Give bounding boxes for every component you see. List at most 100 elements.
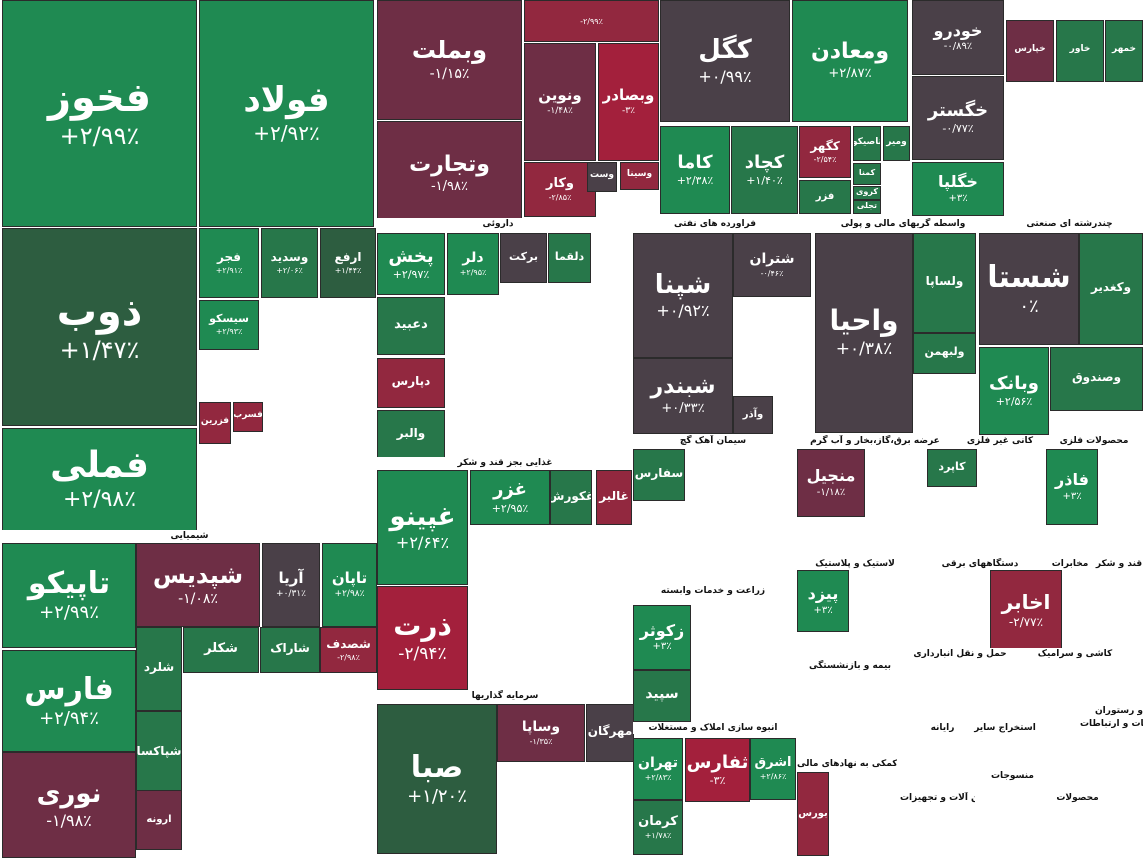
treemap-tile[interactable]: وکغدیر (1079, 233, 1143, 345)
treemap-tile[interactable]: ونوین -۱/۴۸٪ (524, 43, 596, 161)
treemap-tile[interactable]: فجر +۲/۹۱٪ (199, 228, 259, 298)
treemap-tile[interactable]: ولبهمن (913, 333, 976, 374)
treemap-tile[interactable]: شاراک (260, 627, 320, 673)
treemap-tile[interactable]: تاپان +۲/۹۸٪ (322, 543, 377, 627)
treemap-tile[interactable]: اشرق +۲/۸۶٪ (750, 738, 796, 800)
tile-change: -۲/۹۹٪ (580, 17, 603, 27)
treemap-tile[interactable]: غالبر (596, 470, 632, 525)
treemap-tile[interactable]: کاپرد (927, 449, 977, 487)
treemap-tile[interactable]: فخوز +۲/۹۹٪ (2, 0, 197, 227)
treemap-tile[interactable]: شپنا +۰/۹۲٪ (633, 233, 733, 358)
treemap-tile[interactable]: خگلپا +۳٪ (912, 162, 1004, 216)
tile-change: +۲/۸۳٪ (644, 772, 672, 782)
treemap-tile[interactable]: وبصادر -۳٪ (598, 43, 659, 161)
treemap-tile[interactable]: وبملت -۱/۱۵٪ (377, 0, 522, 120)
treemap-tile[interactable]: ثفارس -۳٪ (685, 738, 750, 802)
tile-symbol: تاصیکو (853, 136, 881, 147)
treemap-tile[interactable]: واحیا +۰/۳۸٪ (815, 233, 913, 433)
treemap-tile[interactable]: شصدف -۲/۹۸٪ (320, 627, 377, 673)
treemap-tile[interactable]: ومیر (883, 126, 910, 161)
treemap-tile[interactable]: برکت (500, 233, 547, 283)
treemap-tile[interactable]: خگستر -۰/۷۷٪ (912, 76, 1004, 160)
treemap-tile[interactable]: کمنا (853, 163, 881, 185)
treemap-tile[interactable]: وکار -۲/۸۵٪ (524, 162, 596, 217)
treemap-tile[interactable]: پخش +۲/۹۷٪ (377, 233, 445, 295)
treemap-tile[interactable]: دعبید (377, 297, 445, 355)
tile-change: -۰/۴۶٪ (760, 268, 784, 278)
treemap-tile[interactable]: مهرگان (586, 704, 634, 762)
treemap-tile[interactable]: غزر +۲/۹۵٪ (470, 470, 550, 525)
treemap-tile[interactable]: وبانک +۲/۵۶٪ (979, 347, 1049, 435)
treemap-tile[interactable]: دپارس (377, 358, 445, 408)
treemap-tile[interactable]: زکوثر +۳٪ (633, 605, 691, 670)
treemap-tile[interactable]: وسدید +۲/۰۶٪ (261, 228, 318, 298)
treemap-tile[interactable]: فارس +۲/۹۴٪ (2, 650, 136, 752)
tile-change: +۲/۹۹٪ (59, 122, 140, 151)
treemap-tile[interactable]: شکلر (183, 627, 259, 673)
treemap-tile[interactable]: کگل +۰/۹۹٪ (660, 0, 790, 122)
treemap-tile[interactable]: فملی +۲/۹۸٪ (2, 428, 197, 531)
treemap-tile[interactable]: غکورش (550, 470, 592, 525)
treemap-tile[interactable]: فزرین (199, 402, 231, 444)
treemap-tile[interactable]: ذرت -۲/۹۴٪ (377, 586, 468, 690)
treemap-tile[interactable]: ارونه (136, 790, 182, 850)
treemap-tile[interactable]: وآذر (733, 396, 773, 434)
treemap-tile[interactable]: فزر (799, 180, 851, 214)
treemap-tile[interactable]: فسرب (233, 402, 263, 432)
treemap-tile[interactable]: تاصیکو (853, 126, 881, 161)
treemap-tile[interactable]: سیسکو +۲/۹۳٪ (199, 300, 259, 350)
treemap-tile[interactable]: خپارس (1006, 20, 1054, 82)
treemap-tile[interactable]: فاذر +۳٪ (1046, 449, 1098, 525)
treemap-tile[interactable]: کروی (853, 186, 881, 200)
treemap-tile[interactable]: وصندوق (1050, 347, 1143, 411)
treemap-tile[interactable]: والبر (377, 410, 445, 460)
treemap-tile[interactable]: دلقما (548, 233, 591, 283)
treemap-tile[interactable]: سفارس (633, 449, 685, 501)
treemap-tile[interactable]: خاور (1056, 20, 1104, 82)
treemap-tile[interactable]: ذوب +۱/۴۷٪ (2, 228, 197, 426)
treemap-tile[interactable]: پیزد +۳٪ (797, 570, 849, 632)
treemap-tile[interactable]: شپاکسا (136, 711, 182, 795)
tile-symbol: ذرت (393, 609, 452, 643)
treemap-tile[interactable]: شپدیس -۱/۰۸٪ (136, 543, 260, 627)
treemap-tile[interactable]: خودرو -۰/۸۹٪ (912, 0, 1004, 75)
tile-change: +۰/۹۹٪ (698, 66, 752, 86)
treemap-tile[interactable]: وست (587, 162, 617, 192)
treemap-tile[interactable]: فولاد +۲/۹۲٪ (199, 0, 374, 227)
treemap-tile[interactable]: شستا ۰٪ (979, 233, 1079, 345)
sector-label: سرمایه گذاریها (377, 690, 633, 702)
treemap-tile[interactable]: منجیل -۱/۱۸٪ (797, 449, 865, 517)
treemap-tile[interactable]: سپید (633, 670, 691, 722)
treemap-tile[interactable]: شبندر +۰/۳۳٪ (633, 358, 733, 434)
treemap-tile[interactable]: کاما +۲/۳۸٪ (660, 126, 730, 214)
treemap-tile[interactable]: تاپیکو +۲/۹۹٪ (2, 543, 136, 648)
treemap-tile[interactable]: تهران +۲/۸۳٪ (633, 738, 683, 800)
treemap-tile[interactable]: -۲/۹۹٪ (524, 0, 659, 42)
treemap-tile[interactable]: نوری -۱/۹۸٪ (2, 752, 136, 858)
treemap-tile[interactable]: دلر +۲/۹۵٪ (447, 233, 499, 295)
treemap-tile[interactable]: بورس (797, 772, 829, 856)
treemap-tile[interactable]: آریا +۰/۳۱٪ (262, 543, 320, 627)
treemap-tile[interactable]: خمهر (1105, 20, 1143, 82)
treemap-tile[interactable]: کچاد +۱/۴۰٪ (731, 126, 798, 214)
treemap-tile[interactable]: ولساپا (913, 233, 976, 333)
treemap-tile[interactable]: وساپا -۱/۳۵٪ (497, 704, 585, 762)
treemap-tile[interactable]: تجلی (853, 200, 881, 214)
tile-symbol: ونوین (538, 86, 582, 105)
treemap-tile[interactable]: ارفع +۱/۴۴٪ (320, 228, 376, 298)
tile-change: +۰/۳۳٪ (661, 401, 705, 417)
treemap-tile[interactable]: کرمان +۱/۷۸٪ (633, 800, 683, 855)
tile-symbol: کاپرد (938, 459, 966, 473)
treemap-tile[interactable]: وسینا (620, 162, 659, 190)
treemap-tile[interactable]: اخابر -۲/۷۷٪ (990, 570, 1062, 650)
tile-change: +۲/۹۱٪ (215, 265, 243, 275)
treemap-tile[interactable]: صبا +۱/۲۰٪ (377, 704, 497, 854)
treemap-tile[interactable]: غپینو +۲/۶۴٪ (377, 470, 468, 585)
tile-change: -۱/۹۸٪ (430, 179, 468, 195)
treemap-tile[interactable]: کگهر -۲/۵۴٪ (799, 126, 851, 178)
treemap-tile[interactable]: شلرد (136, 627, 182, 711)
treemap-tile[interactable]: شتران -۰/۴۶٪ (733, 233, 811, 297)
treemap-tile[interactable]: ومعادن +۲/۸۷٪ (792, 0, 908, 122)
treemap-tile[interactable]: وتجارت -۱/۹۸٪ (377, 121, 522, 227)
